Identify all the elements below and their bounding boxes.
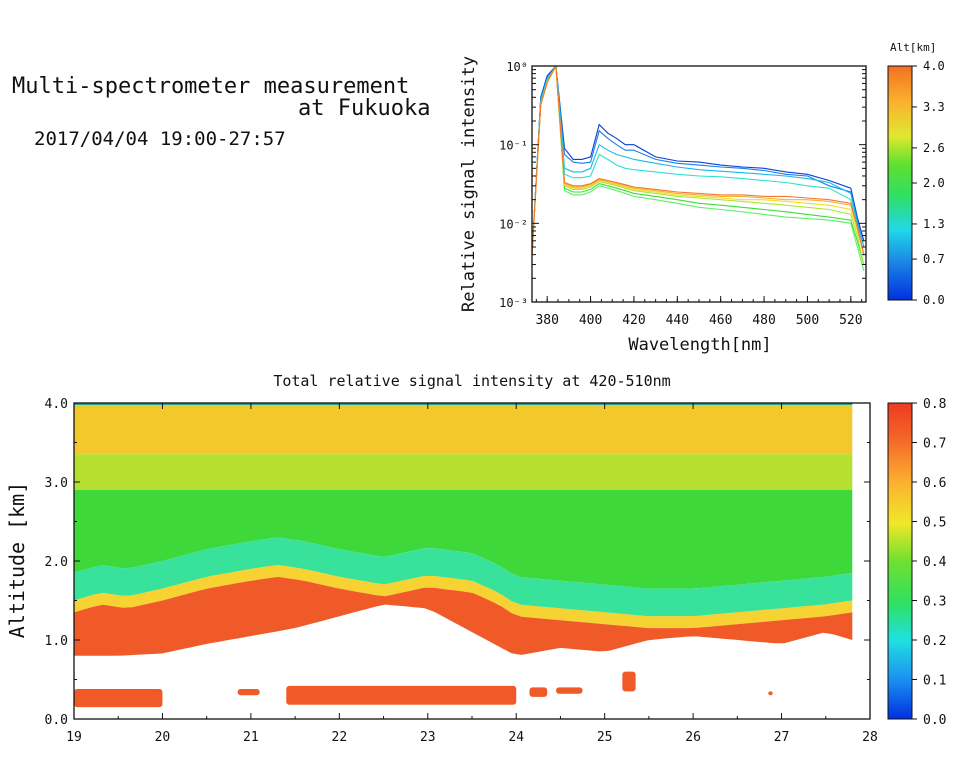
heatmap-x-tick-label: 24 (508, 730, 524, 745)
heatmap-x-tick-label: 23 (420, 730, 436, 745)
spectrum-series-0 (532, 66, 865, 255)
heatmap-x-tick-label: 27 (774, 730, 790, 745)
intensity-colorbar (887, 402, 913, 720)
spectrum-x-label: Wavelength[nm] (628, 335, 771, 355)
spectrum-series-7 (532, 66, 865, 255)
heatmap-y-tick-label: 0.0 (45, 713, 68, 728)
intensity-colorbar-tick-label: 0.6 (923, 476, 946, 491)
heatmap-low-layer-segment (556, 687, 583, 694)
spectrum-x-tick-label: 420 (622, 313, 645, 328)
altitude-colorbar-tick-label: 0.7 (923, 252, 945, 266)
spectrum-x-tick-label: 500 (796, 313, 819, 328)
spectrum-series-4 (532, 66, 865, 271)
spectrum-lines (532, 66, 865, 271)
altitude-time-heatmap: Total relative signal intensity at 420-5… (5, 372, 947, 745)
altitude-colorbar-tick-label: 2.6 (923, 141, 945, 155)
spectrum-series-5 (532, 66, 865, 265)
heatmap-low-layer-segment (286, 685, 517, 705)
spectrum-x-tick-label: 520 (839, 313, 862, 328)
spectrum-series-6 (532, 66, 865, 265)
spectrum-series-3 (532, 66, 865, 255)
heatmap-x-tick-label: 26 (685, 730, 701, 745)
heatmap-cloud-layer (74, 576, 853, 656)
spectrum-series-9 (532, 66, 865, 255)
spectrum-y-tick-label: 10⁻¹ (499, 139, 528, 153)
altitude-colorbar-tick-label: 4.0 (923, 59, 945, 73)
heatmap-mid-band (74, 489, 853, 589)
spectrum-y-tick-label: 10⁰ (506, 60, 528, 74)
heatmap-y-tick-label: 3.0 (45, 476, 68, 491)
spectrum-plot-frame (531, 65, 867, 303)
heatmap-low-layer-segment (622, 671, 636, 692)
spectrum-x-tick-label: 380 (535, 313, 558, 328)
heatmap-x-tick-label: 22 (332, 730, 348, 745)
altitude-colorbar-tick-label: 3.3 (923, 100, 945, 114)
spectrum-x-tick-label: 480 (752, 313, 775, 328)
heatmap-lower-green-band (74, 537, 853, 617)
heatmap-low-layer-segment (74, 688, 163, 708)
spectrum-ticks: 380 400 420 440 460 480 500 520 10⁻³ 10⁻² 10⁻¹ 10⁰ (499, 60, 866, 328)
spectrum-y-tick-label: 10⁻³ (499, 296, 528, 310)
figure-title-line2: at Fukuoka (298, 96, 431, 121)
heatmap-title: Total relative signal intensity at 420-5… (273, 372, 670, 390)
spectrum-series-1 (532, 66, 865, 255)
heatmap-low-layer-segment (529, 687, 548, 697)
intensity-colorbar-ticks: 0.0 0.1 0.2 0.3 0.4 0.5 0.6 0.7 0.8 (912, 397, 947, 728)
heatmap-x-tick-label: 28 (862, 730, 878, 745)
heatmap-y-tick-label: 2.0 (45, 555, 68, 570)
heatmap-x-tick-label: 20 (155, 730, 171, 745)
heatmap-y-tick-label: 1.0 (45, 634, 68, 649)
intensity-colorbar-tick-label: 0.8 (923, 397, 946, 412)
heatmap-low-layer-segment (768, 691, 773, 696)
spectrum-y-label: Relative signal intensity (459, 56, 479, 312)
figure-title-line1: Multi-spectrometer measurement (12, 74, 410, 99)
altitude-colorbar-tick-label: 2.0 (923, 176, 945, 190)
intensity-colorbar-tick-label: 0.3 (923, 595, 946, 610)
spectrum-x-tick-label: 460 (709, 313, 732, 328)
intensity-colorbar-tick-label: 0.7 (923, 437, 946, 452)
heatmap-x-tick-label: 19 (66, 730, 82, 745)
spectrum-x-tick-label: 440 (666, 313, 689, 328)
spectrum-series-2 (532, 66, 865, 255)
altitude-colorbar-tick-label: 1.3 (923, 217, 945, 231)
heatmap-transition-band (74, 454, 853, 490)
heatmap-upper-band (74, 404, 853, 455)
heatmap-y-label: Altitude [km] (5, 482, 29, 639)
spectrum-y-tick-label: 10⁻² (499, 217, 528, 231)
measurement-datetime: 2017/04/04 19:00-27:57 (34, 128, 286, 150)
heatmap-top-edge (74, 403, 853, 405)
spectrum-chart: 380 400 420 440 460 480 500 52010⁻³10⁻²10⁻¹10⁰ … (459, 41, 945, 355)
intensity-colorbar-tick-label: 0.1 (923, 674, 946, 689)
altitude-colorbar-ticks: 0.0 0.7 1.3 2.0 2.6 3.3 4.0 (912, 59, 945, 307)
altitude-colorbar-tick-label: 0.0 (923, 293, 945, 307)
intensity-colorbar-tick-label: 0.0 (923, 713, 946, 728)
heatmap-x-tick-label: 25 (597, 730, 613, 745)
heatmap-x-tick-label: 21 (243, 730, 259, 745)
intensity-colorbar-tick-label: 0.4 (923, 555, 947, 570)
heatmap-y-tick-label: 4.0 (45, 397, 68, 412)
intensity-colorbar-tick-label: 0.2 (923, 634, 946, 649)
altitude-colorbar-title: Alt[km] (890, 41, 936, 54)
altitude-colorbar (887, 65, 913, 301)
intensity-colorbar-tick-label: 0.5 (923, 516, 946, 531)
spectrum-series-8 (532, 66, 865, 255)
heatmap-field (74, 403, 853, 708)
heatmap-low-layer-segment (237, 688, 260, 696)
heatmap-ticks: 19 20 21 22 23 24 25 26 27 28 0.0 1.0 2.0 3.0 4.0 (45, 397, 878, 745)
spectrum-x-tick-label: 400 (579, 313, 602, 328)
